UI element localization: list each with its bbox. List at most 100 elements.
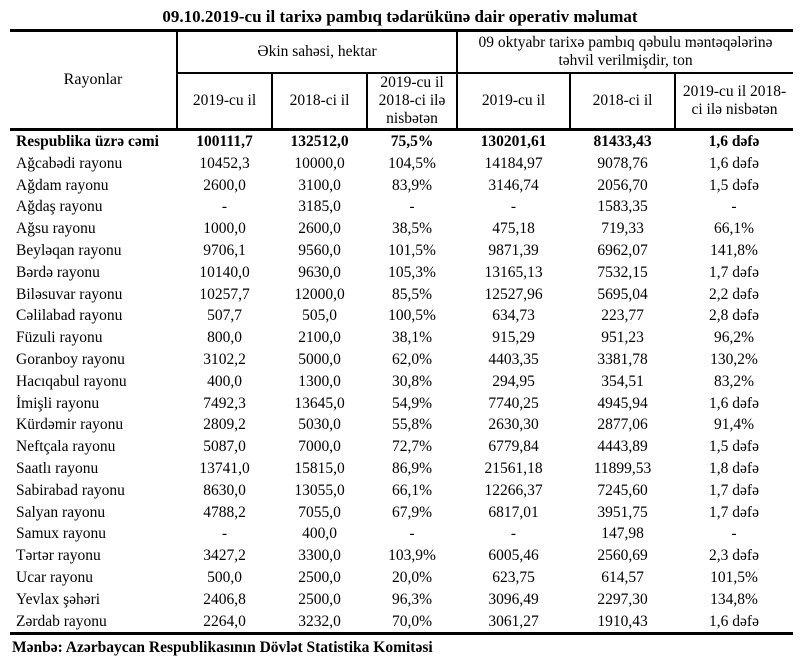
table-header: Rayonlar Əkin sahəsi, hektar 09 oktyabr …: [10, 30, 794, 130]
value-cell: 13645,0: [294, 394, 345, 412]
column-group-sown-area: Əkin sahəsi, hektar: [175, 30, 459, 74]
value-cell: 13741,0: [199, 459, 250, 477]
value-cell: 5030,0: [298, 416, 341, 434]
value-cell: 3146,74: [488, 176, 539, 194]
table-row: Biləsuvar rayonu 10257,7 12000,0 85,5% 12527…: [10, 284, 793, 306]
table-row: Respublika üzrə cəmi 100111,7 132512,0 75,5…: [10, 130, 793, 153]
value-cell: 2,2 dəfə: [709, 285, 759, 303]
value-cell: 9078,76: [597, 154, 648, 172]
value-cell: 10140,0: [199, 263, 250, 281]
region-cell: Tərtər rayonu: [16, 547, 101, 565]
value-cell: 4945,94: [597, 394, 648, 412]
value-cell: 1,6 dəfə: [708, 133, 760, 150]
value-cell: 951,23: [601, 329, 644, 347]
region-cell: Yevlax şəhəri: [16, 590, 101, 608]
table-row: Ucar rayonu 500,0 2500,0 20,0% 623,75 614,57 1…: [10, 567, 793, 589]
value-cell: 14184,97: [484, 154, 543, 172]
table-row: Ağdam rayonu 2600,0 3100,0 83,9% 3146,74 2056…: [10, 175, 793, 197]
value-cell: 1,6 dəfə: [709, 612, 759, 630]
source-note: Mənbə: Azərbaycan Respublikasının Dövlət…: [12, 639, 433, 657]
value-cell: 101,5%: [710, 568, 758, 586]
value-cell: 3102,2: [203, 350, 246, 368]
value-cell: 70,0%: [391, 612, 433, 630]
value-cell: 294,95: [492, 372, 535, 390]
value-cell: 66,1%: [713, 220, 755, 238]
region-cell: Goranboy rayonu: [16, 350, 125, 368]
column-header-tons-ratio: 2019-cu il 2018-ci ilə nisbətən: [674, 73, 794, 130]
value-cell: 3232,0: [298, 612, 341, 630]
value-cell: 130201,61: [480, 133, 547, 150]
value-cell: 400,0: [207, 372, 242, 390]
sub-header-row: 2019-cu il 2018-ci il 2019-cu il 2018-ci…: [10, 73, 794, 130]
value-cell: 8630,0: [203, 481, 246, 499]
value-cell: 2809,2: [203, 416, 246, 434]
value-cell: 147,98: [601, 525, 644, 543]
value-cell: 1910,43: [597, 612, 648, 630]
value-cell: 2630,30: [488, 416, 539, 434]
value-cell: 12000,0: [294, 285, 345, 303]
value-cell: 2600,0: [203, 176, 246, 194]
table-row: Tərtər rayonu 3427,2 3300,0 103,9% 6005,46 25…: [10, 545, 793, 567]
value-cell: 1000,0: [203, 220, 246, 238]
value-cell: 101,5%: [388, 241, 436, 259]
table-row: Ağcabədi rayonu 10452,3 10000,0 104,5% 14184…: [10, 153, 793, 175]
value-cell: 96,2%: [713, 329, 755, 347]
table-row: Kürdəmir rayonu 2809,2 5030,0 55,8% 2630,30 2…: [10, 414, 793, 436]
value-cell: 354,51: [601, 372, 644, 390]
value-cell: 9560,0: [298, 241, 341, 259]
value-cell: 1,8 dəfə: [709, 459, 759, 477]
table-body: Respublika üzrə cəmi 100111,7 132512,0 75,5…: [10, 130, 793, 634]
value-cell: -: [221, 525, 228, 543]
value-cell: 3427,2: [203, 547, 246, 565]
value-cell: 103,9%: [388, 547, 436, 565]
value-cell: 4788,2: [203, 503, 246, 521]
value-cell: 400,0: [302, 525, 337, 543]
region-cell: Ağdam rayonu: [16, 176, 109, 194]
table-row: Beyləqan rayonu 9706,1 9560,0 101,5% 9871,39…: [10, 240, 793, 262]
value-cell: 13055,0: [294, 481, 345, 499]
region-cell: Ağdaş rayonu: [16, 198, 103, 216]
column-header-area-ratio: 2019-cu il 2018-ci ilə nisbətən: [365, 73, 459, 130]
value-cell: 66,1%: [391, 481, 433, 499]
value-cell: 21561,18: [484, 459, 543, 477]
value-cell: 1300,0: [298, 372, 341, 390]
table-row: Sabirabad rayonu 8630,0 13055,0 66,1% 12266,…: [10, 480, 793, 502]
region-cell: Sabirabad rayonu: [16, 481, 125, 499]
value-cell: 7000,0: [298, 438, 341, 456]
region-cell: Beyləqan rayonu: [16, 241, 122, 259]
value-cell: 2297,30: [597, 590, 648, 608]
value-cell: 1,6 dəfə: [709, 154, 759, 172]
table-row: Zərdab rayonu 2264,0 3232,0 70,0% 3061,27 191…: [10, 611, 793, 634]
column-header-area-2018: 2018-ci il: [271, 73, 368, 130]
column-header-region: Rayonlar: [10, 30, 178, 130]
value-cell: 2500,0: [298, 568, 341, 586]
value-cell: 7492,3: [203, 394, 246, 412]
value-cell: 3096,49: [488, 590, 539, 608]
table-row: Hacıqabul rayonu 400,0 1300,0 30,8% 294,95 35…: [10, 371, 793, 393]
value-cell: 67,9%: [391, 503, 433, 521]
column-header-area-2019: 2019-cu il: [176, 73, 273, 130]
table-row: Samux rayonu - 400,0 - - 147,98 -: [10, 523, 793, 545]
value-cell: 7055,0: [298, 503, 341, 521]
value-cell: 507,7: [207, 307, 242, 325]
value-cell: 623,75: [492, 568, 535, 586]
value-cell: -: [510, 198, 517, 216]
value-cell: 130,2%: [710, 350, 758, 368]
value-cell: 5695,04: [597, 285, 648, 303]
value-cell: 10452,3: [199, 154, 250, 172]
value-cell: 2406,8: [203, 590, 246, 608]
value-cell: 100,5%: [388, 307, 436, 325]
value-cell: 38,1%: [391, 329, 433, 347]
value-cell: 91,4%: [713, 416, 755, 434]
value-cell: 3100,0: [298, 176, 341, 194]
value-cell: 86,9%: [391, 459, 433, 477]
value-cell: 4403,35: [488, 350, 539, 368]
group-header-row: Rayonlar Əkin sahəsi, hektar 09 oktyabr …: [10, 30, 794, 130]
value-cell: 9630,0: [298, 263, 341, 281]
value-cell: 5087,0: [203, 438, 246, 456]
value-cell: 134,8%: [710, 590, 758, 608]
value-cell: 2,8 dəfə: [709, 307, 759, 325]
value-cell: -: [221, 198, 228, 216]
value-cell: 5000,0: [298, 350, 341, 368]
region-cell: Hacıqabul rayonu: [16, 372, 127, 390]
